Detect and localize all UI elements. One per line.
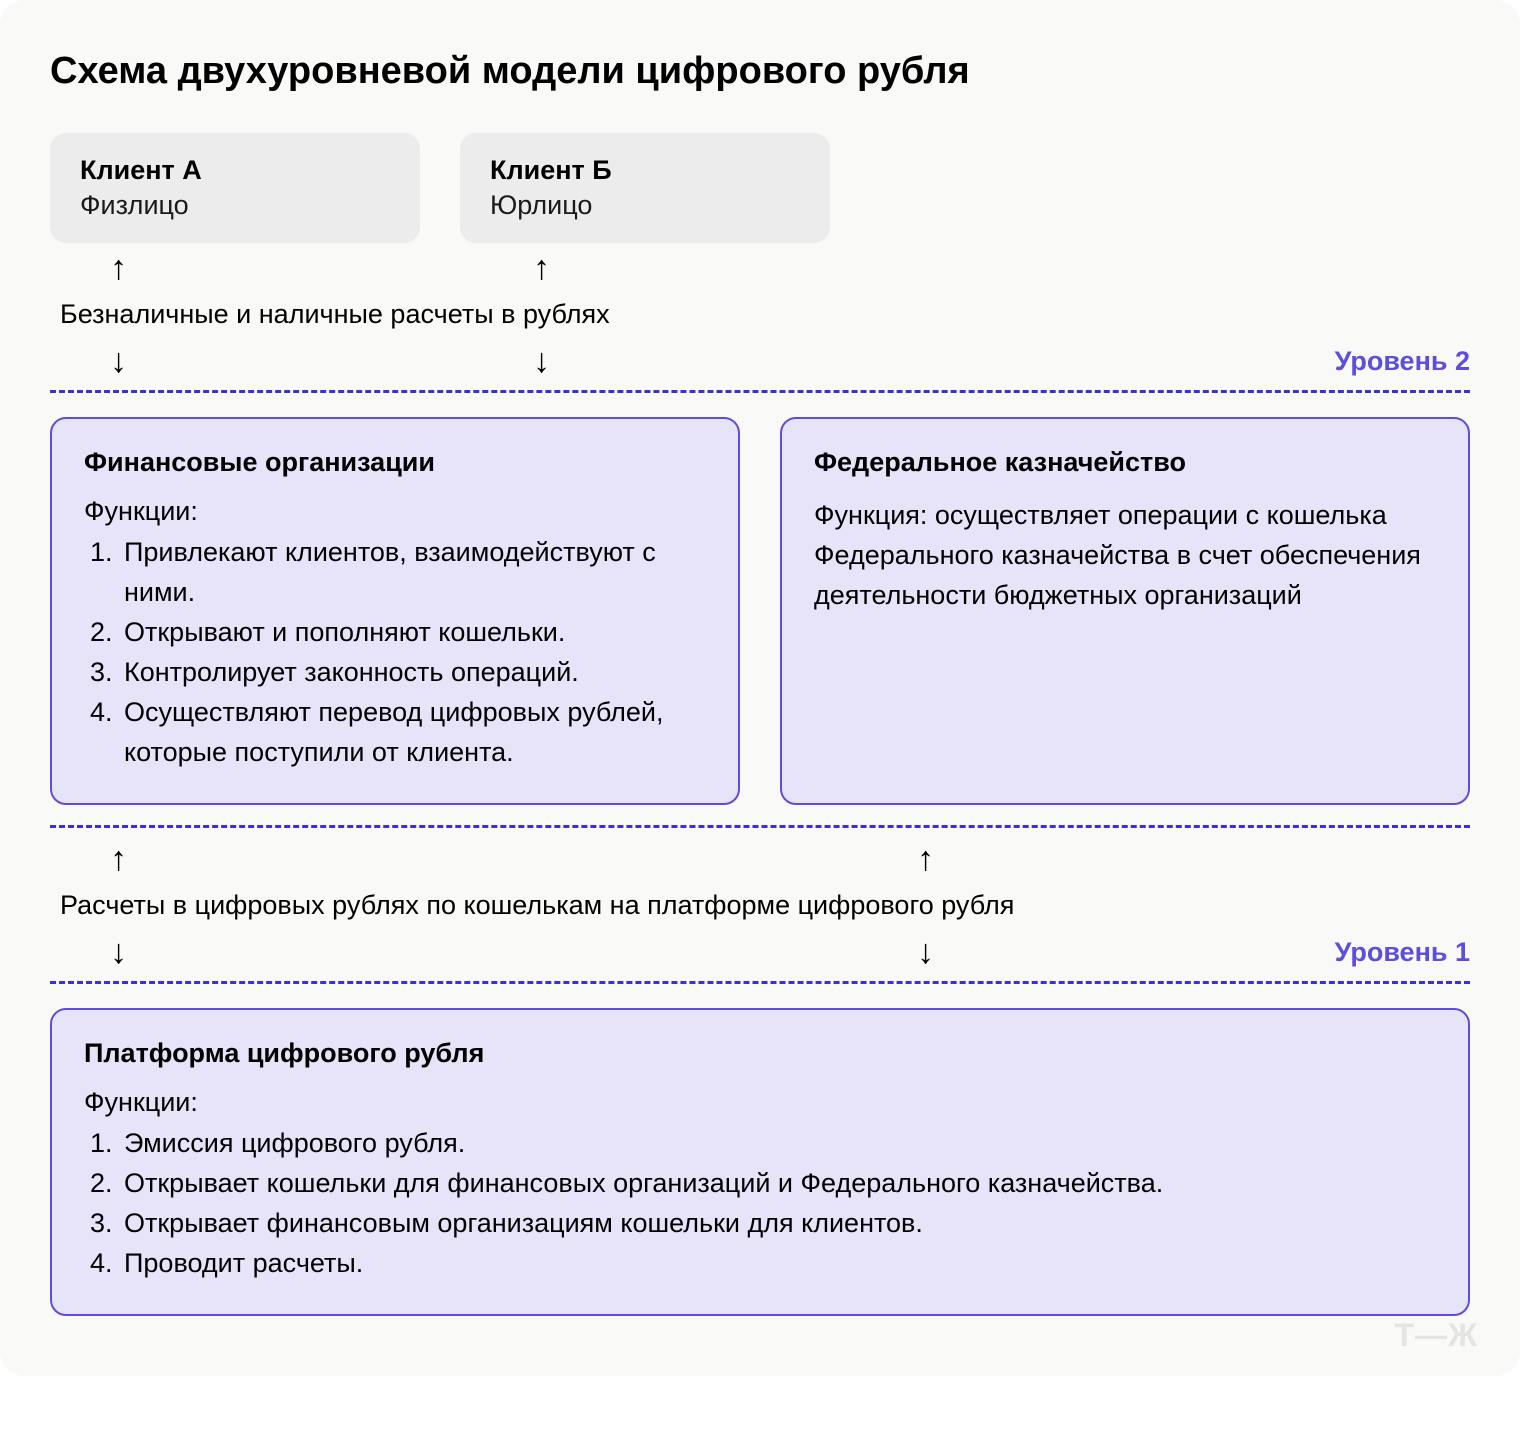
platform-intro: Функции: [84,1087,1436,1118]
arrow-down-icon: ↓ [917,935,934,969]
brand-logo: Т—Ж [1395,1317,1478,1354]
connector-text-1: Безналичные и наличные расчеты в рублях [60,299,1470,330]
financial-orgs-title: Финансовые организации [84,447,706,478]
diagram-container: Схема двухуровневой модели цифрового руб… [0,0,1520,1376]
arrow-down-row-2: ↓ ↓ [110,927,1470,977]
arrow-up-icon: ↑ [110,842,127,876]
treasury-text: Функция: осуществляет операции с кошельк… [814,496,1436,616]
list-item: Эмиссия цифрового рубля. [120,1124,1436,1164]
arrow-up-icon: ↑ [110,251,127,285]
clients-row: Клиент А Физлицо Клиент Б Юрлицо [50,133,1470,243]
level-2-label: Уровень 2 [1335,346,1470,377]
list-item: Открывает кошельки для финансовых органи… [120,1164,1436,1204]
client-a-box: Клиент А Физлицо [50,133,420,243]
platform-title: Платформа цифрового рубля [84,1038,1436,1069]
treasury-title: Федеральное казначейство [814,447,1436,478]
list-item: Открывают и пополняют кошельки. [120,613,706,653]
list-item: Проводит расчеты. [120,1244,1436,1284]
level-2-divider [50,390,1470,393]
level-2-boxes-row: Финансовые организации Функции: Привлека… [50,417,1470,805]
financial-orgs-intro: Функции: [84,496,706,527]
client-b-sub: Юрлицо [490,190,800,221]
list-item: Привлекают клиентов, взаимодействуют с н… [120,533,706,613]
financial-orgs-box: Финансовые организации Функции: Привлека… [50,417,740,805]
list-item: Осуществляют перевод цифровых рублей, ко… [120,693,706,773]
arrow-up-icon: ↑ [917,842,934,876]
list-item: Контролирует законность операций. [120,653,706,693]
client-b-box: Клиент Б Юрлицо [460,133,830,243]
platform-box: Платформа цифрового рубля Функции: Эмисс… [50,1008,1470,1316]
arrow-up-row-1: ↑ ↑ [110,243,1470,293]
client-a-title: Клиент А [80,155,390,186]
arrow-down-row-1: ↓ ↓ [110,336,1470,386]
client-b-title: Клиент Б [490,155,800,186]
connector-text-2: Расчеты в цифровых рублях по кошелькам н… [60,890,1470,921]
diagram-title: Схема двухуровневой модели цифрового руб… [50,50,1470,93]
list-item: Открывает финансовым организациям кошель… [120,1204,1436,1244]
arrow-down-icon: ↓ [533,344,550,378]
mid-divider [50,825,1470,828]
arrow-up-row-2: ↑ ↑ [110,834,1470,884]
client-a-sub: Физлицо [80,190,390,221]
level-1-divider [50,981,1470,984]
platform-list: Эмиссия цифрового рубля. Открывает кошел… [84,1124,1436,1284]
arrow-up-icon: ↑ [533,251,550,285]
arrow-down-icon: ↓ [110,344,127,378]
arrow-down-icon: ↓ [110,935,127,969]
level-1-label: Уровень 1 [1335,937,1470,968]
treasury-box: Федеральное казначейство Функция: осущес… [780,417,1470,805]
financial-orgs-list: Привлекают клиентов, взаимодействуют с н… [84,533,706,773]
